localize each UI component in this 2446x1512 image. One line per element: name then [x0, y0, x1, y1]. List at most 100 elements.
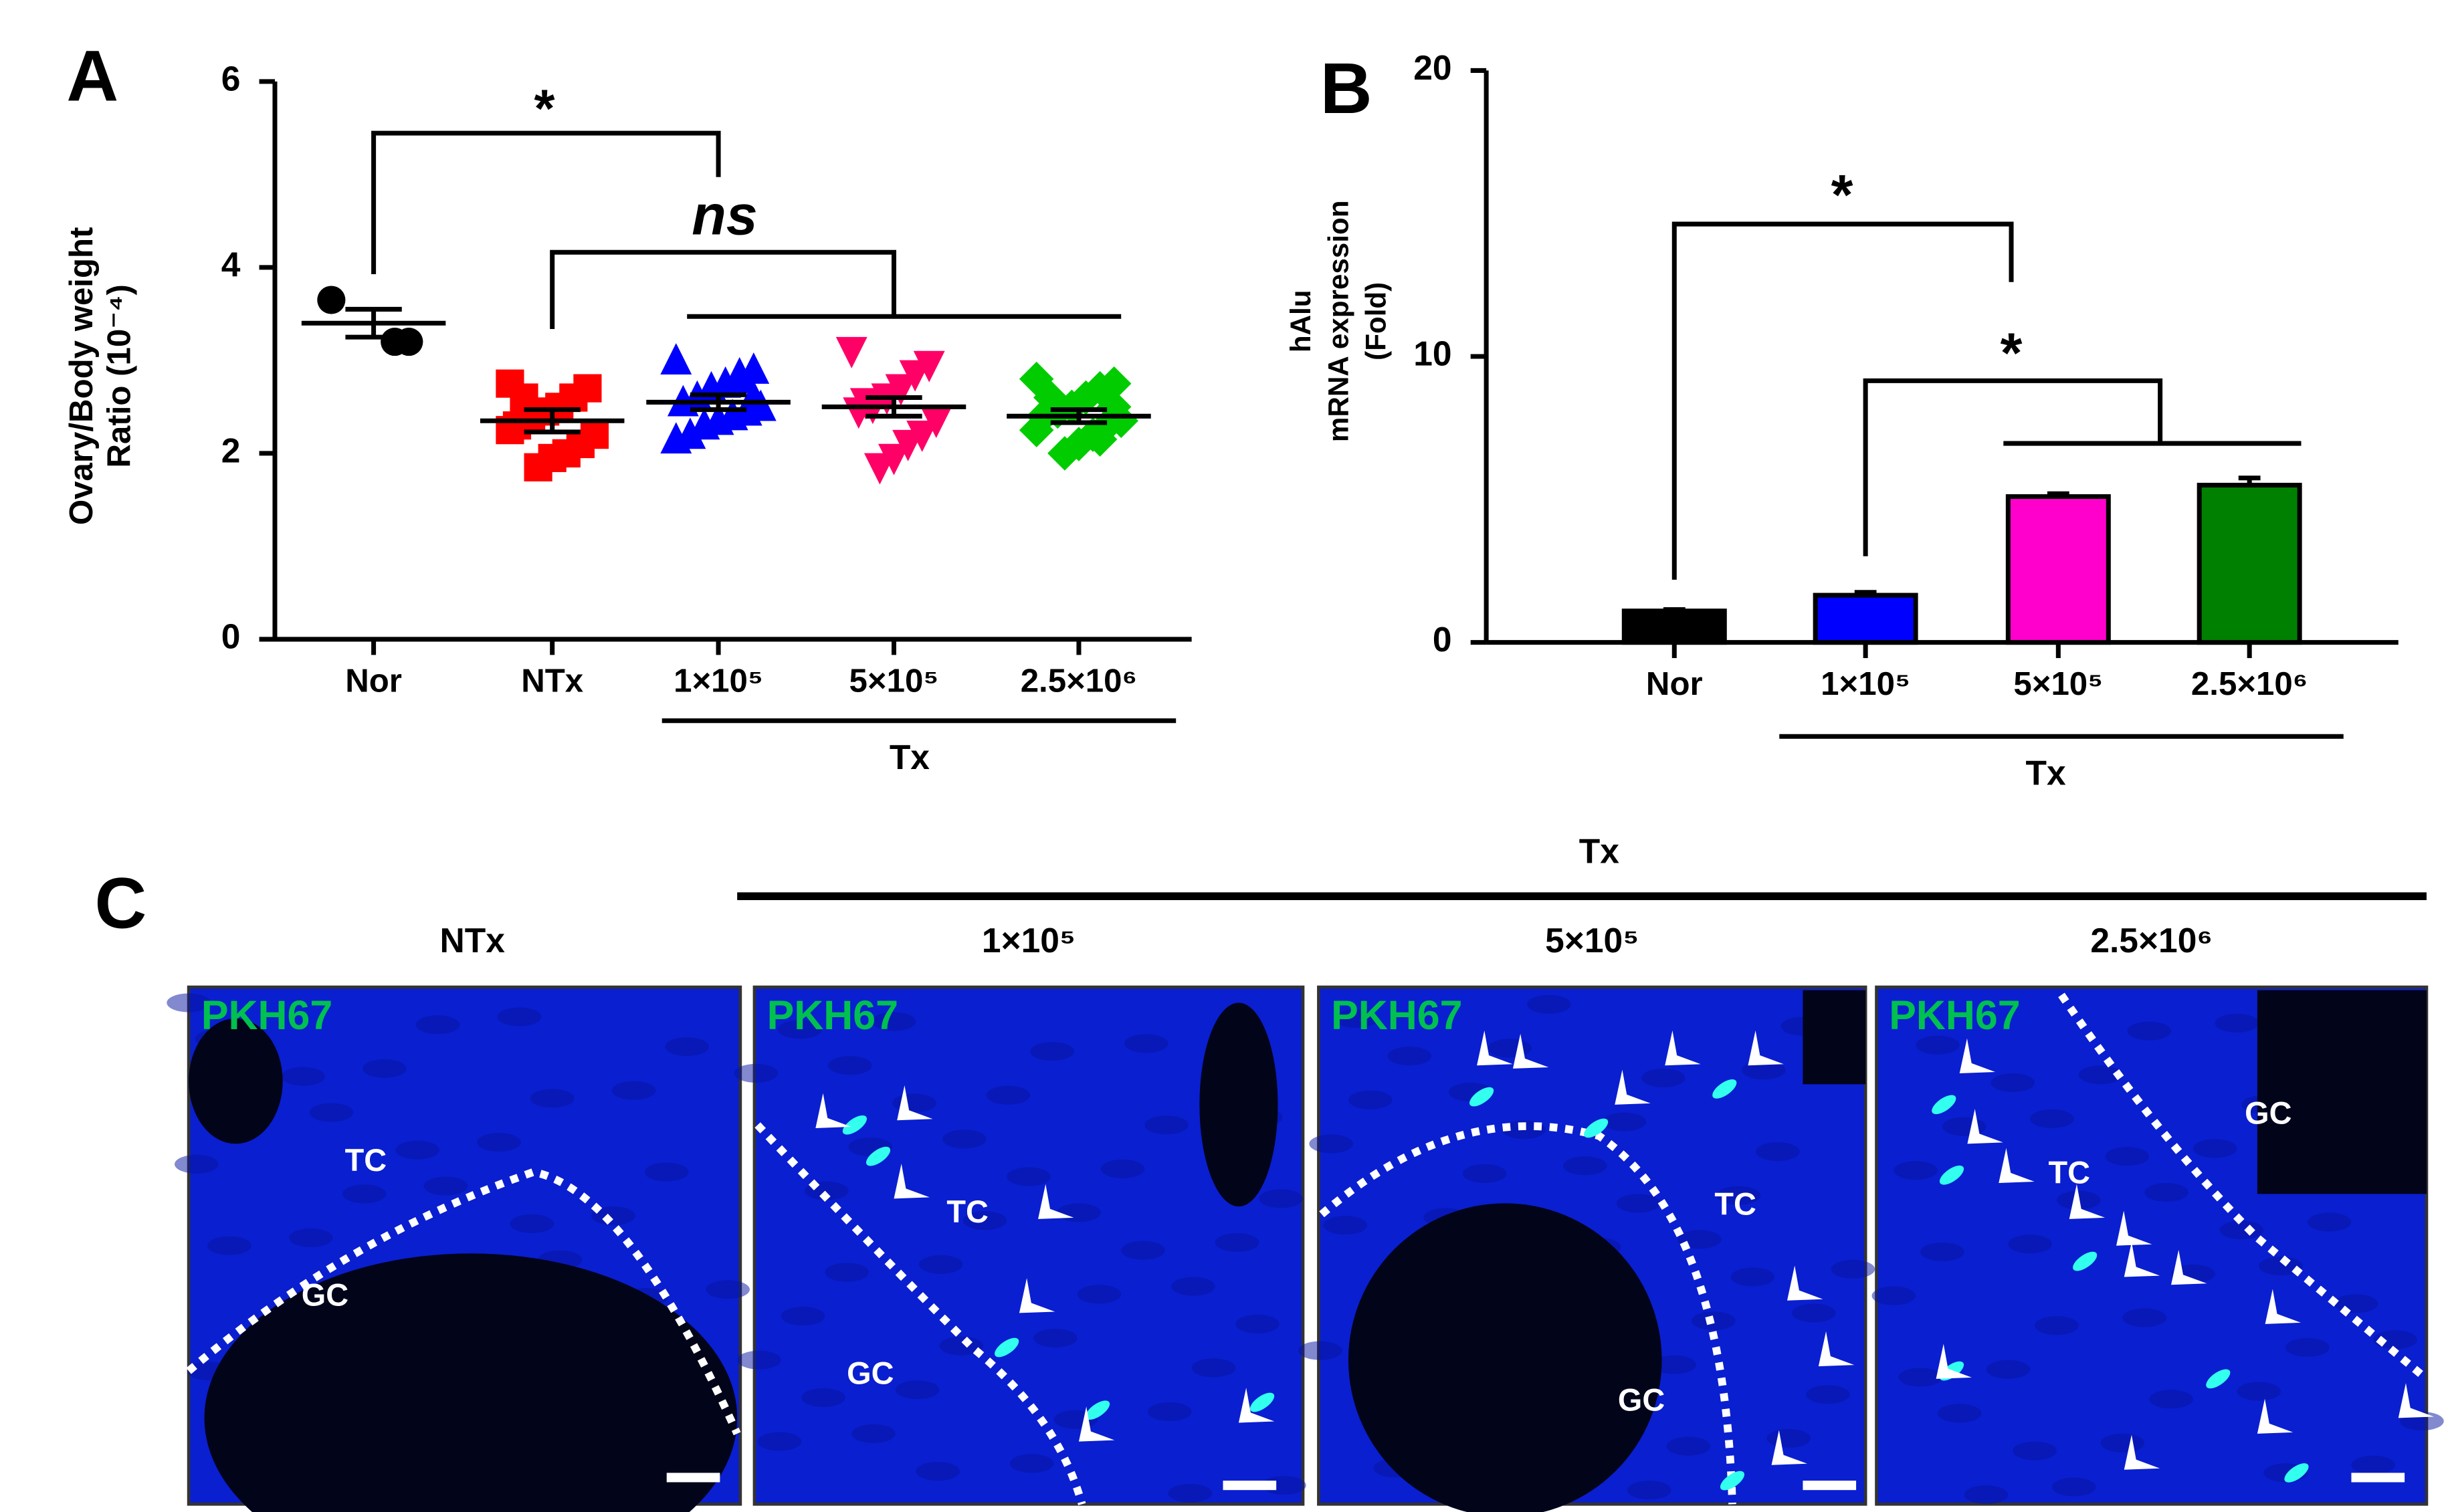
- data-point: [913, 350, 945, 383]
- stain-label: PKH67: [767, 992, 898, 1038]
- texture: [2237, 1382, 2281, 1401]
- arrowhead: [815, 1093, 851, 1128]
- arrowhead: [2124, 1434, 2160, 1470]
- x-tick-label: 1×10⁵: [674, 663, 763, 699]
- texture: [2373, 1330, 2417, 1349]
- data-point: [524, 453, 552, 481]
- texture: [1986, 1360, 2031, 1379]
- texture: [395, 1140, 439, 1160]
- texture: [1527, 994, 1571, 1014]
- texture: [1259, 1189, 1303, 1208]
- texture: [1387, 1047, 1432, 1066]
- texture: [1462, 1164, 1507, 1183]
- arrowhead: [1967, 1109, 2003, 1144]
- texture: [423, 1176, 468, 1196]
- arrowhead: [894, 1164, 930, 1199]
- labeled-cell: [1712, 1079, 1737, 1099]
- data-point: [724, 356, 756, 389]
- texture: [757, 1432, 802, 1451]
- texture: [962, 1211, 1007, 1230]
- arrowhead: [1999, 1148, 2035, 1183]
- texture: [1007, 1167, 1051, 1186]
- dark-region: [204, 1253, 738, 1512]
- bar: [2197, 482, 2302, 645]
- arrowhead: [1665, 1031, 1701, 1066]
- texture: [1144, 1115, 1189, 1135]
- micrograph: PKH67 TC GC: [734, 985, 1306, 1506]
- texture: [1602, 1112, 1647, 1131]
- texture: [477, 1132, 521, 1152]
- texture: [1309, 1134, 1353, 1154]
- stain-label: PKH67: [201, 992, 332, 1038]
- texture: [1666, 1436, 1711, 1456]
- labeled-cell: [1932, 1095, 1956, 1115]
- y-axis-label: Ovary/Body weight: [63, 227, 100, 526]
- group-label: Tx: [1579, 832, 1619, 871]
- arrowhead: [1748, 1031, 1784, 1066]
- texture: [1991, 1073, 2035, 1093]
- bar: [2005, 494, 2111, 645]
- dark-region: [1348, 1203, 1662, 1512]
- texture: [2144, 1182, 2188, 1202]
- column-title: NTx: [440, 921, 506, 960]
- dark-region: [189, 1018, 283, 1144]
- x-tick-label: NTx: [521, 663, 583, 699]
- texture: [342, 1184, 387, 1204]
- y-tick-label: 0: [221, 617, 241, 656]
- texture: [415, 1015, 460, 1035]
- texture: [1030, 1042, 1074, 1061]
- y-axis-label: hAlu: [1285, 290, 1316, 352]
- texture: [1100, 1159, 1145, 1178]
- y-tick-label: 10: [1413, 334, 1451, 373]
- texture: [2035, 1316, 2079, 1335]
- texture: [828, 1056, 872, 1075]
- region-label: TC: [2048, 1156, 2090, 1190]
- region-label: GC: [302, 1277, 348, 1312]
- micrograph: PKH67 GC TC: [1871, 985, 2444, 1506]
- data-point: [660, 343, 692, 374]
- data-point: [381, 328, 409, 356]
- texture: [1937, 1404, 1982, 1423]
- significance-bracket: [1863, 378, 2163, 556]
- x-tick-label: 2.5×10⁶: [1021, 663, 1137, 699]
- texture: [1124, 1034, 1168, 1053]
- arrowhead: [897, 1085, 933, 1121]
- texture: [530, 1089, 575, 1108]
- texture: [1652, 1355, 1697, 1374]
- region-label: GC: [1618, 1382, 1665, 1417]
- scale-bar: [666, 1473, 720, 1483]
- panel-label: C: [95, 862, 147, 943]
- texture: [1641, 1068, 1686, 1088]
- labeled-cell: [995, 1337, 1019, 1358]
- arrowhead: [1019, 1278, 1055, 1313]
- texture: [1323, 1216, 1368, 1235]
- data-point: [660, 422, 692, 454]
- x-tick-label: Nor: [1646, 665, 1703, 702]
- data-point: [885, 374, 917, 406]
- labeled-cell: [1584, 1118, 1609, 1138]
- texture: [1916, 1035, 1960, 1055]
- texture: [1215, 1232, 1259, 1253]
- arrowhead: [2265, 1289, 2301, 1324]
- y-axis-label: (Fold): [1360, 282, 1392, 360]
- boundary-line: [186, 1168, 741, 1436]
- texture: [1942, 1117, 1986, 1136]
- texture: [2008, 1234, 2052, 1254]
- texture: [207, 1236, 251, 1255]
- y-tick-label: 0: [1433, 620, 1452, 659]
- texture: [1964, 1485, 2009, 1505]
- texture: [1766, 1428, 1811, 1448]
- significance-bracket: [1671, 221, 2014, 580]
- texture: [1298, 1341, 1342, 1360]
- arrowhead: [1238, 1388, 1275, 1423]
- panel-label: B: [1320, 47, 1372, 128]
- boundary-line: [1319, 1122, 1736, 1505]
- texture: [918, 1255, 963, 1274]
- significance-label: *: [2001, 321, 2023, 384]
- texture: [942, 1129, 987, 1149]
- texture: [801, 1388, 845, 1408]
- scale-bar: [2351, 1473, 2405, 1483]
- y-axis-label: Ratio (10⁻⁴): [100, 284, 137, 467]
- arrowhead: [2398, 1383, 2435, 1418]
